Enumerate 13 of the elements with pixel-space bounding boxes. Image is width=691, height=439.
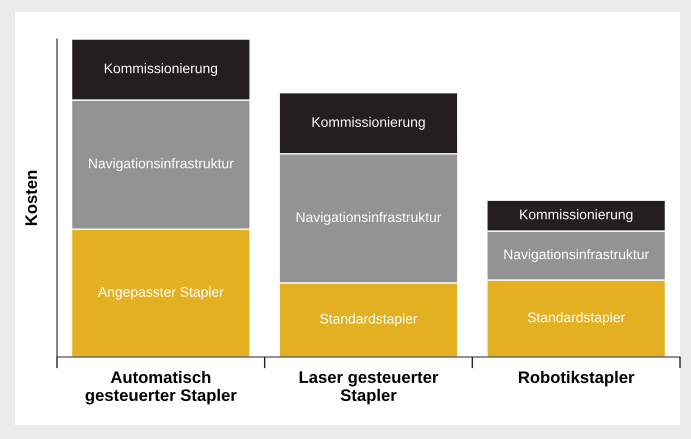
annotation: Kommissionierung: [520, 209, 632, 222]
annotation: Standardstapler: [528, 312, 625, 325]
y-axis-title: Kosten: [25, 170, 38, 226]
annotation: Standardstapler: [320, 313, 418, 326]
annotation: Angepasster Stapler: [98, 286, 224, 300]
annotation: Navigationsinfrastruktur: [504, 249, 649, 262]
x-tick-label: Robotikstapler: [518, 370, 634, 386]
annotation: Kommissionierung: [104, 63, 218, 76]
x-tick-label: Automatisch gesteuerter Stapler: [86, 370, 237, 404]
annotation: Navigationsinfrastruktur: [296, 212, 442, 225]
annotation: Navigationsinfrastruktur: [89, 158, 234, 172]
x-tick-label: Laser gesteuerter Stapler: [300, 371, 438, 404]
annotation: Kommissionierung: [312, 116, 425, 130]
